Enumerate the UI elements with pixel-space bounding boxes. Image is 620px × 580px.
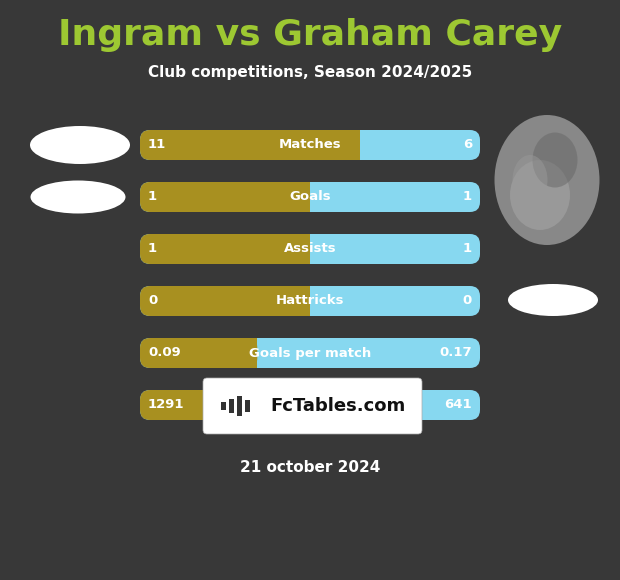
Text: 21 october 2024: 21 october 2024	[240, 461, 380, 476]
Text: 0: 0	[463, 295, 472, 307]
FancyBboxPatch shape	[140, 338, 480, 368]
Bar	[237, 396, 242, 416]
Bar	[348, 130, 360, 160]
FancyBboxPatch shape	[140, 130, 480, 160]
Text: Ingram vs Graham Carey: Ingram vs Graham Carey	[58, 18, 562, 52]
FancyBboxPatch shape	[140, 234, 310, 264]
Ellipse shape	[513, 155, 547, 205]
FancyBboxPatch shape	[140, 286, 310, 316]
Text: Goals: Goals	[289, 190, 331, 204]
Text: 1: 1	[148, 190, 157, 204]
Text: Club competitions, Season 2024/2025: Club competitions, Season 2024/2025	[148, 64, 472, 79]
Text: Hattricks: Hattricks	[276, 295, 344, 307]
Ellipse shape	[30, 180, 125, 213]
Bar	[298, 182, 310, 212]
Bar	[298, 234, 310, 264]
Text: 6: 6	[463, 139, 472, 151]
Bar	[245, 400, 250, 412]
FancyBboxPatch shape	[203, 378, 422, 434]
Text: Goals per match: Goals per match	[249, 346, 371, 360]
Ellipse shape	[30, 126, 130, 164]
Text: Assists: Assists	[284, 242, 336, 256]
FancyBboxPatch shape	[140, 182, 310, 212]
FancyBboxPatch shape	[140, 390, 480, 420]
Ellipse shape	[510, 160, 570, 230]
FancyBboxPatch shape	[140, 130, 360, 160]
Text: Min per goal: Min per goal	[263, 398, 357, 411]
FancyBboxPatch shape	[140, 390, 367, 420]
FancyBboxPatch shape	[140, 234, 480, 264]
Text: 0.17: 0.17	[440, 346, 472, 360]
Bar	[246, 338, 257, 368]
Text: 1: 1	[463, 242, 472, 256]
Bar	[355, 390, 367, 420]
Text: 1291: 1291	[148, 398, 185, 411]
Ellipse shape	[495, 115, 600, 245]
Text: 1: 1	[148, 242, 157, 256]
Text: 0.09: 0.09	[148, 346, 181, 360]
Bar	[221, 402, 226, 410]
Text: 11: 11	[148, 139, 166, 151]
FancyBboxPatch shape	[140, 286, 480, 316]
Text: 641: 641	[445, 398, 472, 411]
Text: 0: 0	[148, 295, 157, 307]
Ellipse shape	[533, 132, 577, 187]
Text: FcTables.com: FcTables.com	[270, 397, 405, 415]
Text: Matches: Matches	[278, 139, 342, 151]
FancyBboxPatch shape	[140, 338, 257, 368]
FancyBboxPatch shape	[140, 182, 480, 212]
Bar	[298, 286, 310, 316]
Bar	[229, 399, 234, 413]
Ellipse shape	[508, 284, 598, 316]
Text: 1: 1	[463, 190, 472, 204]
